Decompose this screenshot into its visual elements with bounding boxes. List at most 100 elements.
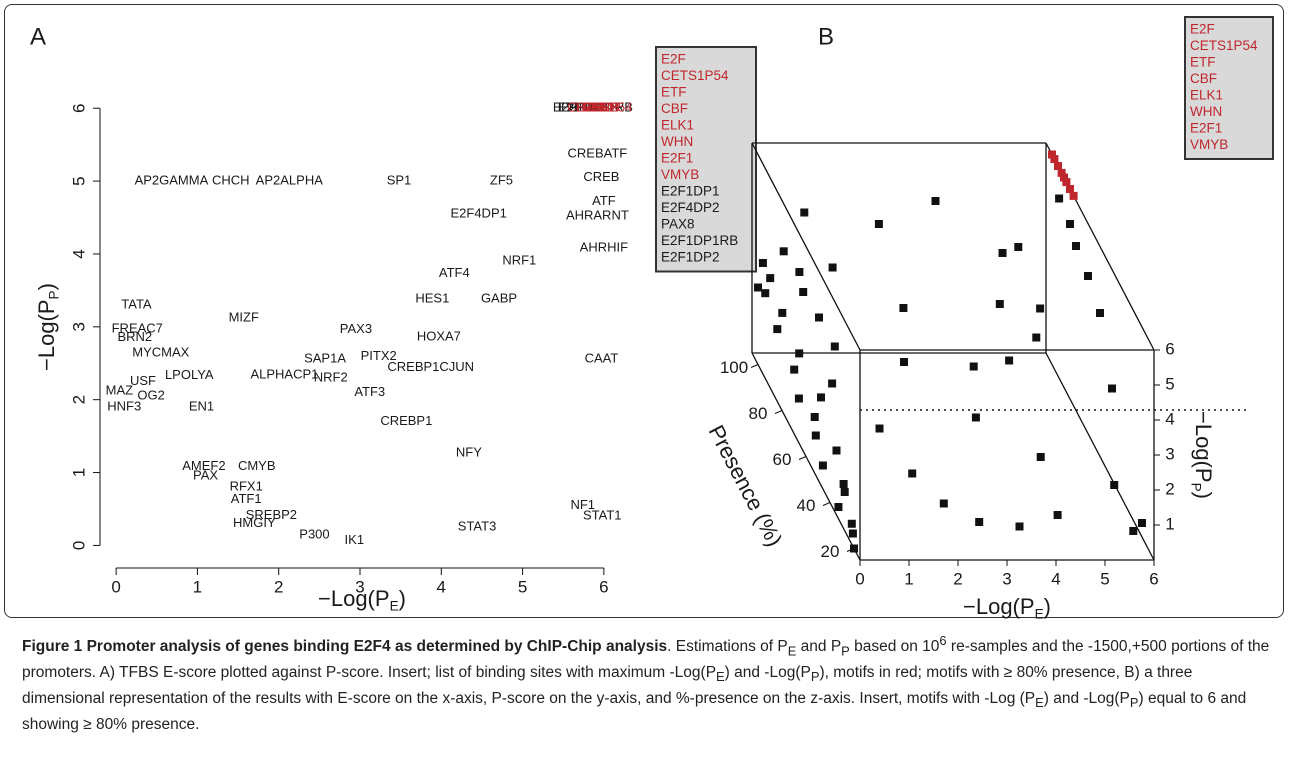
y-tick-label: 6 (69, 103, 88, 112)
point (1108, 384, 1116, 393)
point-label: STAT3 (458, 519, 497, 534)
x-tick-label: 0 (855, 569, 864, 588)
point (874, 220, 883, 228)
point-label: GABP (481, 291, 517, 306)
point-label: HES1 (415, 291, 449, 306)
z-tick (774, 410, 783, 414)
point (839, 480, 848, 488)
point (1053, 511, 1062, 519)
point-label: E2F1 (576, 100, 607, 115)
caption-bold: Figure 1 Promoter analysis of genes bind… (22, 638, 668, 656)
point (998, 249, 1007, 257)
point-label: SP1 (387, 173, 412, 188)
axis-label-part: ) (1191, 492, 1216, 499)
point (1014, 243, 1023, 251)
caption-normal: re-samples and the -1500,+500 portions o… (22, 638, 1270, 682)
insert-item: WHN (661, 134, 693, 149)
point-label: STAT1 (583, 508, 622, 523)
caption-normal: based on 10 (849, 638, 940, 656)
point (795, 268, 804, 276)
insert-item: PAX8 (661, 217, 695, 232)
point-label: SREBP2 (246, 507, 297, 522)
caption-sub: P (841, 643, 850, 659)
insert-box (1184, 16, 1274, 160)
point (900, 358, 908, 366)
point-label: NRF2 (314, 369, 348, 384)
caption-sub: E (716, 669, 725, 685)
caption-normal: ) and -Log(P (1043, 690, 1130, 708)
point (1084, 272, 1092, 280)
point (1036, 304, 1045, 313)
axis-label-part: −Log(P (1191, 411, 1216, 483)
caption-normal: ), motifs in red; motifs with ≥ 80% pres… (22, 664, 1193, 708)
insert-item: E2F4DP2 (661, 200, 720, 215)
insert-item: CETS1P54 (1190, 38, 1258, 53)
x-tick-label: 1 (193, 577, 202, 596)
point-label: EN1 (189, 398, 214, 413)
point-label: OG2 (137, 387, 164, 402)
axis-label-part: −Log(P (963, 594, 1035, 619)
point-label: HNF3 (107, 398, 141, 413)
x-tick-label: 6 (599, 577, 608, 596)
caption-sub: E (787, 643, 797, 659)
y-tick-label: 6 (1165, 339, 1174, 358)
point (1032, 333, 1041, 342)
point-label: MYCMAX (132, 344, 189, 359)
point (939, 499, 948, 508)
caption-sup: 6 (939, 633, 947, 648)
point-label: ATF1 (231, 491, 262, 506)
point-label: RFX1 (230, 479, 263, 494)
x-tick-label: 4 (437, 577, 446, 596)
x-tick-label: 3 (1002, 569, 1011, 588)
point (840, 488, 849, 496)
box-edge (1045, 352, 1155, 561)
axis-label-part: −Log(P (34, 299, 59, 371)
y-tick-label: 2 (1165, 479, 1174, 498)
point-label: SAP1A (304, 350, 346, 365)
insert-item: ETF (1190, 55, 1216, 70)
point-label: E2F4DP1 (450, 205, 506, 220)
point (817, 393, 825, 402)
point-label: CMYB (238, 458, 276, 473)
point (1048, 150, 1056, 159)
axis-label: Presence (%) (704, 421, 788, 551)
point-label: VMYB (583, 100, 620, 115)
point (811, 431, 820, 440)
point (1054, 162, 1062, 170)
point-label: E2F1DP2 (561, 100, 617, 115)
point (1060, 173, 1068, 182)
point (758, 259, 767, 267)
point-label: AP2ALPHA (256, 173, 324, 188)
point-label: LPOLYA (165, 367, 214, 382)
caption: Figure 1 Promoter analysis of genes bind… (22, 630, 1272, 736)
point-label: BRN2 (117, 329, 152, 344)
axis-label: −Log(PE) (963, 594, 1051, 620)
point-label: CREBATF (568, 146, 628, 161)
insert-item: E2F (661, 52, 686, 67)
point (766, 274, 775, 283)
point-label: AHRARNT (566, 207, 629, 222)
point (847, 519, 856, 528)
point-label: WHN (588, 100, 619, 115)
x-tick-label: 0 (111, 577, 120, 596)
point (773, 325, 782, 334)
insert-item: VMYB (661, 167, 699, 182)
axis-label-sub: P (1189, 483, 1204, 492)
caption-normal: ) and -Log(P (724, 664, 811, 682)
point-label: CREB (583, 169, 619, 184)
point-label: AP2GAMMA (135, 173, 209, 188)
point (1036, 453, 1045, 461)
caption-normal: . Estimations of P (667, 638, 788, 656)
point (1138, 519, 1146, 527)
point (828, 263, 837, 272)
point (818, 461, 827, 470)
z-tick (750, 364, 759, 368)
point (899, 304, 908, 312)
x-tick-label: 5 (1100, 569, 1109, 588)
point-label: E2F (576, 100, 600, 115)
z-tick-label: 40 (797, 496, 816, 515)
box-edge (751, 142, 861, 351)
point (828, 379, 837, 388)
y-tick-label: 3 (1165, 444, 1174, 463)
insert-item: E2F1 (661, 151, 693, 166)
